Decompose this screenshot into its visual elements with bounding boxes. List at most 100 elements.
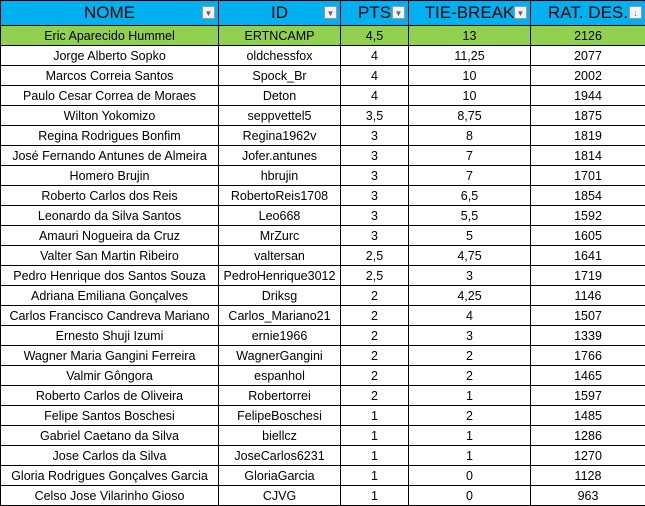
cell-pts[interactable]: 2 bbox=[340, 345, 409, 366]
cell-id[interactable]: RobertoReis1708 bbox=[218, 185, 341, 206]
cell-nome[interactable]: Valmir Gôngora bbox=[0, 365, 219, 386]
cell-pts[interactable]: 1 bbox=[340, 405, 409, 426]
cell-tie-break[interactable]: 4,75 bbox=[408, 245, 531, 266]
cell-id[interactable]: FelipeBoschesi bbox=[218, 405, 341, 426]
cell-tie-break[interactable]: 10 bbox=[408, 65, 531, 86]
cell-tie-break[interactable]: 4 bbox=[408, 305, 531, 326]
cell-pts[interactable]: 3 bbox=[340, 185, 409, 206]
cell-nome[interactable]: Wagner Maria Gangini Ferreira bbox=[0, 345, 219, 366]
cell-tie-break[interactable]: 11,25 bbox=[408, 45, 531, 66]
cell-id[interactable]: Driksg bbox=[218, 285, 341, 306]
cell-nome[interactable]: Marcos Correia Santos bbox=[0, 65, 219, 86]
cell-pts[interactable]: 1 bbox=[340, 425, 409, 446]
cell-nome[interactable]: Valter San Martin Ribeiro bbox=[0, 245, 219, 266]
cell-rating[interactable]: 1701 bbox=[530, 165, 645, 186]
cell-id[interactable]: biellcz bbox=[218, 425, 341, 446]
cell-id[interactable]: Spock_Br bbox=[218, 65, 341, 86]
cell-id[interactable]: ernie1966 bbox=[218, 325, 341, 346]
cell-nome[interactable]: Ernesto Shuji Izumi bbox=[0, 325, 219, 346]
dropdown-arrow-icon[interactable]: ▼ bbox=[392, 6, 405, 19]
cell-pts[interactable]: 2 bbox=[340, 325, 409, 346]
cell-rating[interactable]: 1875 bbox=[530, 105, 645, 126]
cell-pts[interactable]: 3 bbox=[340, 145, 409, 166]
cell-id[interactable]: MrZurc bbox=[218, 225, 341, 246]
cell-pts[interactable]: 2,5 bbox=[340, 245, 409, 266]
cell-tie-break[interactable]: 7 bbox=[408, 145, 531, 166]
cell-nome[interactable]: Regina Rodrigues Bonfim bbox=[0, 125, 219, 146]
cell-nome[interactable]: Jorge Alberto Sopko bbox=[0, 45, 219, 66]
cell-rating[interactable]: 1507 bbox=[530, 305, 645, 326]
cell-rating[interactable]: 1766 bbox=[530, 345, 645, 366]
cell-id[interactable]: Deton bbox=[218, 85, 341, 106]
cell-id[interactable]: WagnerGangini bbox=[218, 345, 341, 366]
cell-tie-break[interactable]: 7 bbox=[408, 165, 531, 186]
cell-rating[interactable]: 1339 bbox=[530, 325, 645, 346]
cell-nome[interactable]: Carlos Francisco Candreva Mariano bbox=[0, 305, 219, 326]
cell-rating[interactable]: 1605 bbox=[530, 225, 645, 246]
cell-tie-break[interactable]: 2 bbox=[408, 405, 531, 426]
cell-tie-break[interactable]: 5 bbox=[408, 225, 531, 246]
cell-id[interactable]: seppvettel5 bbox=[218, 105, 341, 126]
cell-id[interactable]: Leo668 bbox=[218, 205, 341, 226]
cell-rating[interactable]: 2077 bbox=[530, 45, 645, 66]
cell-tie-break[interactable]: 3 bbox=[408, 325, 531, 346]
cell-id[interactable]: Regina1962v bbox=[218, 125, 341, 146]
cell-pts[interactable]: 1 bbox=[340, 445, 409, 466]
cell-id[interactable]: valtersan bbox=[218, 245, 341, 266]
cell-nome[interactable]: Paulo Cesar Correa de Moraes bbox=[0, 85, 219, 106]
cell-id[interactable]: CJVG bbox=[218, 485, 341, 506]
cell-rating[interactable]: 1641 bbox=[530, 245, 645, 266]
cell-tie-break[interactable]: 1 bbox=[408, 385, 531, 406]
cell-nome[interactable]: Eric Aparecido Hummel bbox=[0, 25, 219, 46]
cell-id[interactable]: GloriaGarcia bbox=[218, 465, 341, 486]
cell-nome[interactable]: Amauri Nogueira da Cruz bbox=[0, 225, 219, 246]
cell-tie-break[interactable]: 8 bbox=[408, 125, 531, 146]
cell-rating[interactable]: 963 bbox=[530, 485, 645, 506]
cell-nome[interactable]: Gabriel Caetano da Silva bbox=[0, 425, 219, 446]
cell-pts[interactable]: 3 bbox=[340, 225, 409, 246]
cell-tie-break[interactable]: 6,5 bbox=[408, 185, 531, 206]
cell-nome[interactable]: Gloria Rodrigues Gonçalves Garcia bbox=[0, 465, 219, 486]
cell-rating[interactable]: 1814 bbox=[530, 145, 645, 166]
cell-pts[interactable]: 4 bbox=[340, 85, 409, 106]
cell-tie-break[interactable]: 10 bbox=[408, 85, 531, 106]
cell-rating[interactable]: 1465 bbox=[530, 365, 645, 386]
cell-pts[interactable]: 4 bbox=[340, 65, 409, 86]
cell-tie-break[interactable]: 5,5 bbox=[408, 205, 531, 226]
cell-id[interactable]: ERTNCAMP bbox=[218, 25, 341, 46]
cell-rating[interactable]: 1270 bbox=[530, 445, 645, 466]
cell-nome[interactable]: Adriana Emiliana Gonçalves bbox=[0, 285, 219, 306]
cell-rating[interactable]: 2126 bbox=[530, 25, 645, 46]
cell-tie-break[interactable]: 2 bbox=[408, 365, 531, 386]
cell-pts[interactable]: 4,5 bbox=[340, 25, 409, 46]
cell-pts[interactable]: 3 bbox=[340, 125, 409, 146]
cell-pts[interactable]: 1 bbox=[340, 485, 409, 506]
cell-pts[interactable]: 4 bbox=[340, 45, 409, 66]
cell-nome[interactable]: Felipe Santos Boschesi bbox=[0, 405, 219, 426]
cell-nome[interactable]: José Fernando Antunes de Almeira bbox=[0, 145, 219, 166]
cell-rating[interactable]: 1485 bbox=[530, 405, 645, 426]
cell-tie-break[interactable]: 1 bbox=[408, 445, 531, 466]
cell-tie-break[interactable]: 2 bbox=[408, 345, 531, 366]
cell-pts[interactable]: 3 bbox=[340, 165, 409, 186]
cell-rating[interactable]: 1286 bbox=[530, 425, 645, 446]
cell-tie-break[interactable]: 3 bbox=[408, 265, 531, 286]
cell-nome[interactable]: Homero Brujin bbox=[0, 165, 219, 186]
cell-tie-break[interactable]: 1 bbox=[408, 425, 531, 446]
cell-id[interactable]: PedroHenrique3012 bbox=[218, 265, 341, 286]
cell-id[interactable]: oldchessfox bbox=[218, 45, 341, 66]
cell-rating[interactable]: 1819 bbox=[530, 125, 645, 146]
cell-nome[interactable]: Roberto Carlos dos Reis bbox=[0, 185, 219, 206]
cell-pts[interactable]: 2 bbox=[340, 305, 409, 326]
cell-pts[interactable]: 3 bbox=[340, 205, 409, 226]
cell-pts[interactable]: 2,5 bbox=[340, 265, 409, 286]
cell-rating[interactable]: 2002 bbox=[530, 65, 645, 86]
dropdown-arrow-icon[interactable]: ▼ bbox=[324, 6, 337, 19]
cell-nome[interactable]: Pedro Henrique dos Santos Souza bbox=[0, 265, 219, 286]
cell-nome[interactable]: Roberto Carlos de Oliveira bbox=[0, 385, 219, 406]
cell-pts[interactable]: 2 bbox=[340, 365, 409, 386]
cell-rating[interactable]: 1854 bbox=[530, 185, 645, 206]
cell-tie-break[interactable]: 4,25 bbox=[408, 285, 531, 306]
cell-tie-break[interactable]: 8,75 bbox=[408, 105, 531, 126]
cell-rating[interactable]: 1128 bbox=[530, 465, 645, 486]
